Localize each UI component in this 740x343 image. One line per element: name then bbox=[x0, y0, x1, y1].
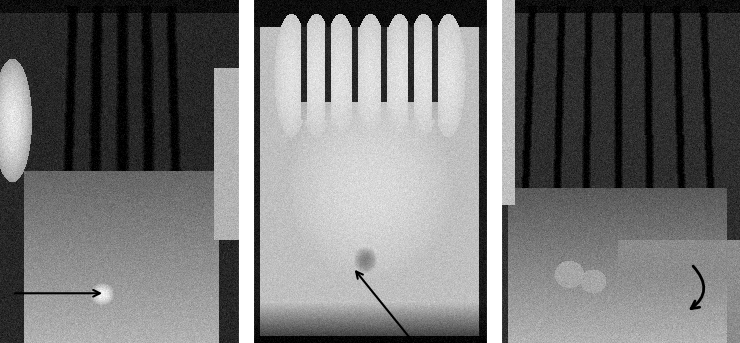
FancyArrowPatch shape bbox=[691, 266, 704, 309]
